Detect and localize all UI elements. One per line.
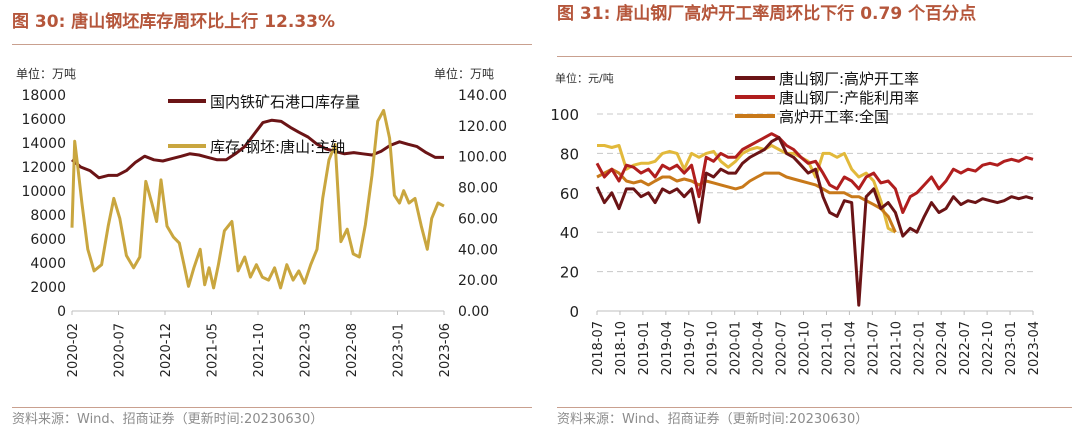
y-tick-label: 40	[560, 224, 579, 242]
figure-30-title-rule	[12, 44, 532, 45]
x-tick-label: 2020-10	[798, 321, 813, 375]
left-y-tick-label: 2000	[30, 280, 66, 296]
figure-30-panel: 图 30: 唐山钢坯库存周环比上行 12.33% 单位：万吨 单位：万吨 18000…	[12, 12, 532, 427]
left-y-tick-label: 14000	[21, 136, 66, 152]
x-tick-label: 2022-01	[912, 321, 927, 375]
figure-30-title: 图 30: 唐山钢坯库存周环比上行 12.33%	[12, 12, 336, 32]
x-tick-label: 2020-01	[729, 321, 744, 375]
x-tick-label: 2019-07	[683, 321, 698, 375]
series-line-3	[596, 167, 897, 233]
right-y-tick-label: 140.00	[458, 88, 507, 104]
x-tick-label: 2021-07	[866, 321, 881, 375]
x-tick-label: 2020-12	[159, 323, 174, 377]
left-y-tick-label: 4000	[30, 256, 66, 272]
y-axis-unit-label: 单位：元/吨	[555, 71, 614, 85]
y-tick-label: 0	[569, 303, 579, 321]
x-tick-label: 2021-10	[252, 323, 267, 377]
y-tick-label: 60	[560, 185, 579, 203]
x-tick-label: 2020-07	[775, 321, 790, 375]
left-y-tick-label: 10000	[21, 184, 66, 200]
figure-31-panel: 图 31: 唐山钢厂高炉开工率周环比下行 0.79 个百分点 单位：元/吨 100…	[545, 0, 1080, 437]
right-y-tick-label: 40.00	[458, 242, 498, 258]
right-axis-unit-label: 单位：万吨	[434, 66, 494, 81]
x-tick-label: 2021-01	[820, 321, 835, 375]
x-tick-label: 2020-07	[113, 323, 128, 377]
x-tick-label: 2022-04	[935, 321, 950, 375]
x-tick-label: 2023-01	[1004, 321, 1019, 375]
left-y-tick-label: 8000	[30, 208, 66, 224]
x-tick-label: 2021-10	[889, 321, 904, 375]
figure-30-chart: 单位：万吨 单位：万吨 18000 16000 14000 12000 10000 8000 6…	[16, 66, 507, 377]
x-tick-label: 2018-10	[614, 321, 629, 375]
x-tick-label: 2022-08	[345, 323, 360, 377]
series-line-2	[595, 132, 1034, 214]
left-y-tick-label: 12000	[21, 160, 66, 176]
y-tick-label: 80	[560, 145, 579, 163]
x-tick-label: 2020-02	[66, 323, 81, 377]
left-y-tick-label: 18000	[21, 88, 66, 104]
legend-label-2: 唐山钢厂:产能利用率	[779, 89, 919, 107]
right-y-tick-label: 20.00	[458, 273, 498, 289]
figure-31-footer-rule	[557, 407, 1072, 408]
series-line-1	[71, 118, 444, 180]
right-y-tick-label: 60.00	[458, 211, 498, 227]
x-tick-label: 2021-04	[843, 321, 858, 375]
y-tick-label: 100	[550, 106, 579, 124]
left-y-tick-label: 0	[57, 304, 66, 320]
x-tick-label: 2018-07	[591, 321, 606, 375]
x-tick-label: 2021-05	[206, 323, 221, 377]
legend-label-1: 唐山钢厂:高炉开工率	[779, 70, 919, 88]
x-tick-label: 2023-06	[438, 323, 453, 377]
left-axis-unit-label: 单位：万吨	[16, 66, 76, 81]
x-tick-label: 2019-04	[660, 321, 675, 375]
figure-30-source: 资料来源：Wind、招商证券（更新时间:20230630）	[12, 412, 324, 427]
x-tick-label: 2019-01	[637, 321, 652, 375]
x-tick-label: 2019-10	[706, 321, 721, 375]
left-y-tick-label: 16000	[21, 112, 66, 128]
figure-31-title: 图 31: 唐山钢厂高炉开工率周环比下行 0.79 个百分点	[557, 4, 977, 24]
y-tick-label: 20	[560, 264, 579, 282]
series-line-4	[597, 144, 897, 234]
x-tick-label: 2020-04	[752, 321, 767, 375]
figure-31-source: 资料来源：Wind、招商证券（更新时间:20230630）	[557, 412, 869, 427]
figure-30-footer-rule	[12, 407, 532, 408]
legend-label-3: 高炉开工率:全国	[779, 108, 889, 126]
left-y-tick-label: 6000	[30, 232, 66, 248]
figure-31-title-rule	[557, 56, 1072, 57]
x-tick-label: 2022-10	[981, 321, 996, 375]
series-line-2	[70, 108, 445, 290]
x-tick-label: 2022-03	[299, 323, 314, 377]
series-line-1	[595, 136, 1034, 307]
x-tick-label: 2023-04	[1027, 321, 1042, 375]
figure-31-chart: 单位：元/吨 100 80 60 40 20 0 2018-07 2018-10 2019-01 2…	[550, 70, 1042, 375]
right-y-tick-label: 100.00	[458, 150, 507, 166]
x-tick-label: 2022-07	[958, 321, 973, 375]
legend-label-1: 国内铁矿石港口库存量	[210, 93, 360, 111]
right-y-tick-label: 80.00	[458, 181, 498, 197]
x-tick-label: 2023-01	[392, 323, 407, 377]
legend-label-2: 库存:钢坯:唐山:主轴	[210, 138, 345, 156]
right-y-tick-label: 0.00	[458, 304, 489, 320]
right-y-tick-label: 120.00	[458, 119, 507, 135]
